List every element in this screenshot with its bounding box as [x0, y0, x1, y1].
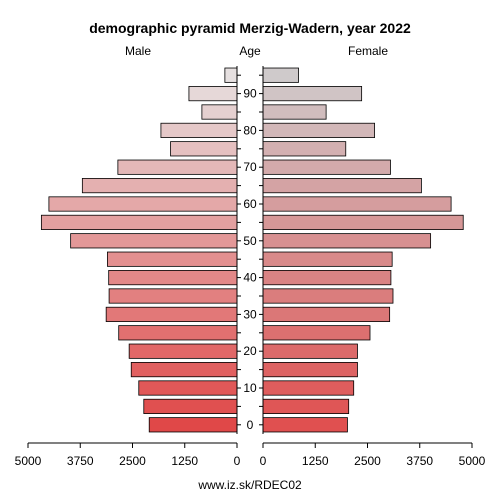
male-bar — [143, 398, 238, 414]
male-bar — [148, 417, 238, 433]
male-bar — [201, 104, 238, 120]
male-bar — [105, 306, 238, 322]
male-bar — [81, 178, 238, 194]
age-label: 60 — [243, 197, 257, 211]
age-label: 10 — [243, 381, 257, 395]
axes-layer: 5000 3750 2500 1250 0 0 1250 2500 3750 5000 — [15, 66, 486, 468]
male-bar — [70, 233, 238, 249]
female-bar — [262, 362, 358, 378]
female-bar — [262, 86, 363, 102]
female-bar — [262, 417, 348, 433]
age-label: 80 — [243, 123, 257, 137]
female-x-tick-label: 1250 — [302, 454, 329, 468]
chart-title: demographic pyramid Merzig-Wadern, year … — [89, 20, 411, 36]
female-bar — [262, 122, 376, 138]
female-x-tick-label: 5000 — [459, 454, 486, 468]
age-labels-layer: 0 10 20 30 40 50 60 70 80 90 — [243, 87, 257, 432]
female-bar — [262, 233, 432, 249]
female-bar — [262, 270, 392, 286]
age-label: 90 — [243, 87, 257, 101]
female-bar — [262, 380, 355, 396]
female-x-tick-label: 3750 — [406, 454, 433, 468]
female-bar — [262, 325, 371, 341]
age-header: Age — [239, 44, 261, 58]
male-bar — [108, 288, 238, 304]
male-bar — [118, 325, 238, 341]
female-bar — [262, 159, 391, 175]
female-bar — [262, 141, 347, 157]
age-label: 40 — [243, 271, 257, 285]
age-label: 50 — [243, 234, 257, 248]
female-bar — [262, 251, 393, 267]
female-x-tick-label: 0 — [260, 454, 267, 468]
male-header: Male — [125, 44, 151, 58]
male-bar — [160, 122, 238, 138]
male-bar — [117, 159, 238, 175]
male-bar — [128, 343, 238, 359]
female-bar — [262, 343, 358, 359]
age-label: 30 — [243, 307, 257, 321]
male-bar — [224, 67, 238, 83]
male-x-tick-label: 3750 — [67, 454, 94, 468]
male-x-tick-label: 1250 — [171, 454, 198, 468]
female-bar — [262, 398, 350, 414]
male-bar — [107, 251, 238, 267]
male-x-tick-label: 0 — [234, 454, 241, 468]
male-bar — [138, 380, 238, 396]
male-x-tick-label: 5000 — [15, 454, 42, 468]
female-bar — [262, 288, 394, 304]
female-bar — [262, 67, 299, 83]
female-bar — [262, 306, 391, 322]
female-bar — [262, 178, 422, 194]
female-bar — [262, 196, 452, 212]
male-bar — [170, 141, 238, 157]
age-label: 70 — [243, 160, 257, 174]
female-bar — [262, 214, 464, 230]
age-label: 0 — [247, 418, 254, 432]
male-bar — [188, 86, 238, 102]
male-bar — [40, 214, 238, 230]
male-bar — [108, 270, 238, 286]
male-bar — [130, 362, 238, 378]
source-label: www.iz.sk/RDEC02 — [197, 478, 302, 492]
female-bar — [262, 104, 327, 120]
female-x-tick-label: 2500 — [354, 454, 381, 468]
age-label: 20 — [243, 344, 257, 358]
male-x-tick-label: 2500 — [119, 454, 146, 468]
female-header: Female — [348, 44, 388, 58]
male-bar — [48, 196, 238, 212]
